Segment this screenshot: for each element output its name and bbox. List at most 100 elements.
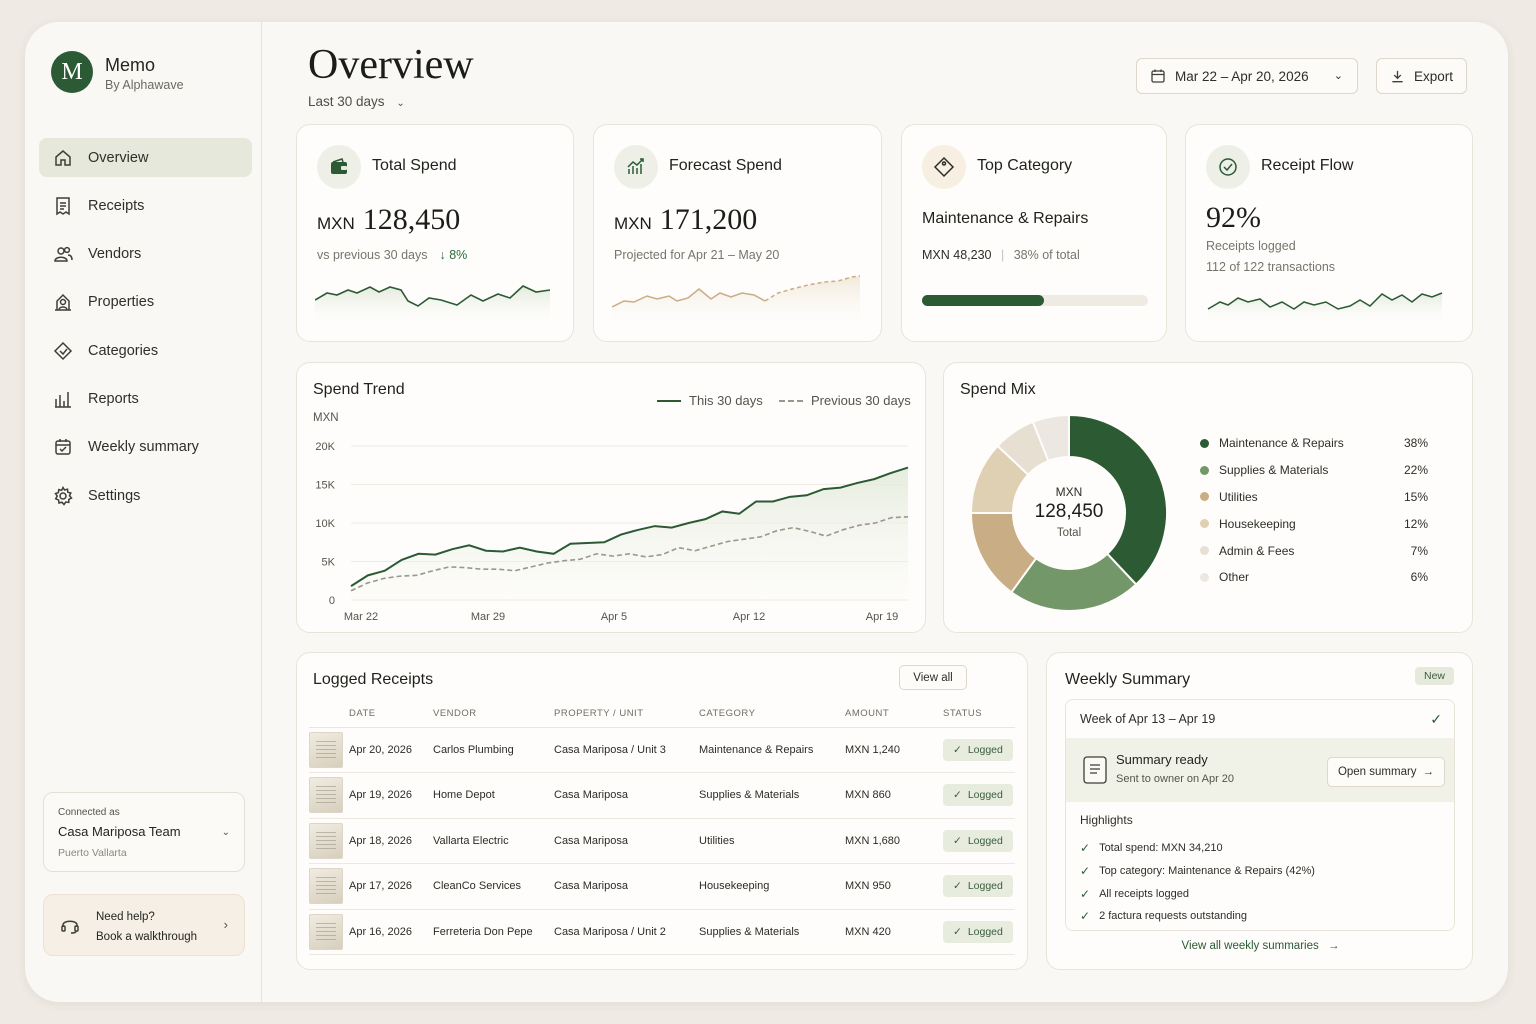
range-dropdown[interactable]: Last 30 days ⌄ [308, 94, 405, 109]
spark-flow [1207, 292, 1443, 323]
open-summary-button[interactable]: Open summary → [1327, 757, 1445, 787]
receipt-thumbnail[interactable] [309, 913, 343, 950]
receipt-thumbnail-cell [309, 727, 349, 773]
view-all-weekly-link[interactable]: View all weekly summaries → [1047, 940, 1474, 952]
y-tick-label: 5K [322, 557, 336, 569]
legend-percent: 38% [1403, 436, 1428, 451]
receipt-vendor: Carlos Plumbing [433, 727, 554, 773]
legend-item: Other 6% [1200, 564, 1428, 591]
receipt-status-cell: ✓ Logged [943, 909, 1015, 955]
open-summary-label: Open summary [1337, 766, 1417, 778]
sidebar-item-weekly-summary[interactable]: Weekly summary [39, 428, 252, 467]
tag-icon [922, 145, 966, 189]
help-subtitle: Book a walkthrough [96, 931, 198, 943]
table-row[interactable]: Apr 17, 2026 CleanCo Services Casa Maripos… [309, 863, 1015, 910]
x-tick-label: Mar 29 [471, 611, 505, 623]
y-tick-label: 20K [315, 441, 335, 453]
legend-label: Admin & Fees [1219, 543, 1295, 558]
receipt-date: Apr 18, 2026 [349, 818, 433, 864]
receipt-amount: MXN 860 [845, 772, 943, 819]
check-icon: ✓ [1080, 841, 1091, 856]
chevron-right-icon: › [223, 917, 228, 932]
logo-icon: M [51, 51, 93, 93]
legend-dot [1200, 438, 1209, 448]
receipt-date: Apr 19, 2026 [349, 772, 433, 819]
donut-slice[interactable] [1068, 413, 1168, 586]
table-row[interactable]: Apr 20, 2026 Carlos Plumbing Casa Mariposa… [309, 727, 1015, 773]
legend-swatch-dashed [779, 399, 803, 402]
kpi-title: Top Category [977, 157, 1073, 174]
export-label: Export [1414, 68, 1454, 84]
check-icon: ✓ [1080, 886, 1091, 901]
table-row[interactable]: Apr 19, 2026 Home Depot Casa Mariposa Suppl… [309, 772, 1015, 819]
donut-center-label: MXN [1055, 485, 1083, 499]
legend-item: Admin & Fees 7% [1200, 537, 1428, 564]
users-icon [54, 246, 73, 262]
view-all-receipts-button[interactable]: View all [899, 665, 967, 690]
section-title: Spend Mix [960, 381, 1036, 398]
receipt-status-cell: ✓ Logged [943, 818, 1015, 864]
summary-ready-sub: Sent to owner on Apr 20 [1116, 773, 1235, 785]
donut-center: MXN 128,450 Total [1014, 485, 1124, 539]
receipt-thumbnail[interactable] [309, 777, 343, 814]
spend-trend-chart: 20K 15K 10K 5K 0 Mar 22 Mar 29 Apr 5 Apr 12 Apr 1… [315, 441, 909, 623]
sidebar-item-vendors[interactable]: Vendors [39, 235, 252, 274]
receipt-thumbnail[interactable] [309, 822, 343, 859]
sidebar-item-categories[interactable]: Categories [39, 331, 252, 370]
receipt-thumbnail[interactable] [309, 731, 343, 768]
highlights-list: ✓ Total spend: MXN 34,210 ✓ Top category: M… [1080, 837, 1315, 928]
legend-dot [1200, 519, 1209, 529]
highlights-title: Highlights [1080, 813, 1133, 827]
sidebar-item-properties[interactable]: Properties [39, 283, 252, 322]
sidebar-item-reports[interactable]: Reports [39, 379, 252, 418]
account-switcher[interactable]: Connected as Casa Mariposa Team Puerto V… [43, 792, 245, 872]
flow-detail: 112 of 122 transactions [1206, 260, 1336, 274]
week-row[interactable]: Week of Apr 13 – Apr 19 ✓ [1066, 700, 1454, 738]
wallet-icon [317, 145, 361, 189]
sidebar-nav: Overview Receipts Vendors Properties Cat… [39, 138, 252, 524]
weekly-panel: Week of Apr 13 – Apr 19 ✓ Summary ready … [1065, 699, 1455, 931]
help-title: Need help? [96, 911, 155, 923]
category-share: 38% of total [1013, 248, 1080, 262]
table-row[interactable]: Apr 16, 2026 Ferreteria Don Pepe Casa Mari… [309, 909, 1015, 955]
legend-label: Housekeeping [1219, 516, 1296, 531]
highlight-item: ✓ Total spend: MXN 34,210 [1080, 837, 1315, 860]
legend-percent: 7% [1410, 543, 1428, 558]
check-circle-icon [1206, 145, 1250, 189]
sidebar-item-receipts[interactable]: Receipts [39, 186, 252, 225]
export-button[interactable]: Export [1376, 58, 1467, 94]
legend-item: Housekeeping 12% [1200, 510, 1428, 537]
range-label: Last 30 days [308, 94, 385, 109]
category-amount: MXN 48,230 [922, 248, 992, 262]
sidebar-item-label: Vendors [88, 246, 142, 263]
y-axis-unit: MXN [313, 412, 339, 424]
date-range-text: Mar 22 – Apr 20, 2026 [1175, 68, 1309, 84]
kpi-amount: 171,200 [659, 203, 758, 236]
receipt-vendor: Ferreteria Don Pepe [433, 909, 554, 955]
status-label: Logged [967, 743, 1003, 756]
sidebar-item-label: Reports [88, 390, 139, 407]
y-tick-label: 0 [329, 595, 335, 607]
help-card[interactable]: Need help? Book a walkthrough › [43, 894, 245, 956]
check-icon: ✓ [953, 925, 962, 938]
receipt-status-cell: ✓ Logged [943, 727, 1015, 773]
receipt-property: Casa Mariposa / Unit 3 [554, 727, 699, 773]
brand-name: Memo [105, 55, 156, 75]
category-progress-fill [922, 295, 1045, 306]
date-range-picker[interactable]: Mar 22 – Apr 20, 2026 ⌄ [1136, 58, 1358, 94]
kpi-title: Total Spend [372, 157, 457, 174]
legend-label: Supplies & Materials [1219, 463, 1329, 478]
sidebar-item-settings[interactable]: Settings [39, 476, 252, 515]
receipt-thumbnail[interactable] [309, 868, 343, 905]
section-title: Weekly Summary [1065, 671, 1191, 688]
kpi-amount: 128,450 [362, 203, 461, 236]
sidebar-item-overview[interactable]: Overview [39, 138, 252, 177]
donut-center-sub: Total [1056, 527, 1082, 539]
receipt-category: Supplies & Materials [699, 772, 845, 819]
kpi-title: Receipt Flow [1261, 157, 1354, 174]
spend-mix-donut [969, 413, 1168, 612]
donut-slice[interactable] [1031, 413, 1070, 463]
table-row[interactable]: Apr 18, 2026 Vallarta Electric Casa Maripo… [309, 818, 1015, 864]
app-window: M Memo By Alphawave Overview Receipts Ve… [25, 22, 1508, 1002]
arrow-right-icon: → [1327, 940, 1340, 952]
